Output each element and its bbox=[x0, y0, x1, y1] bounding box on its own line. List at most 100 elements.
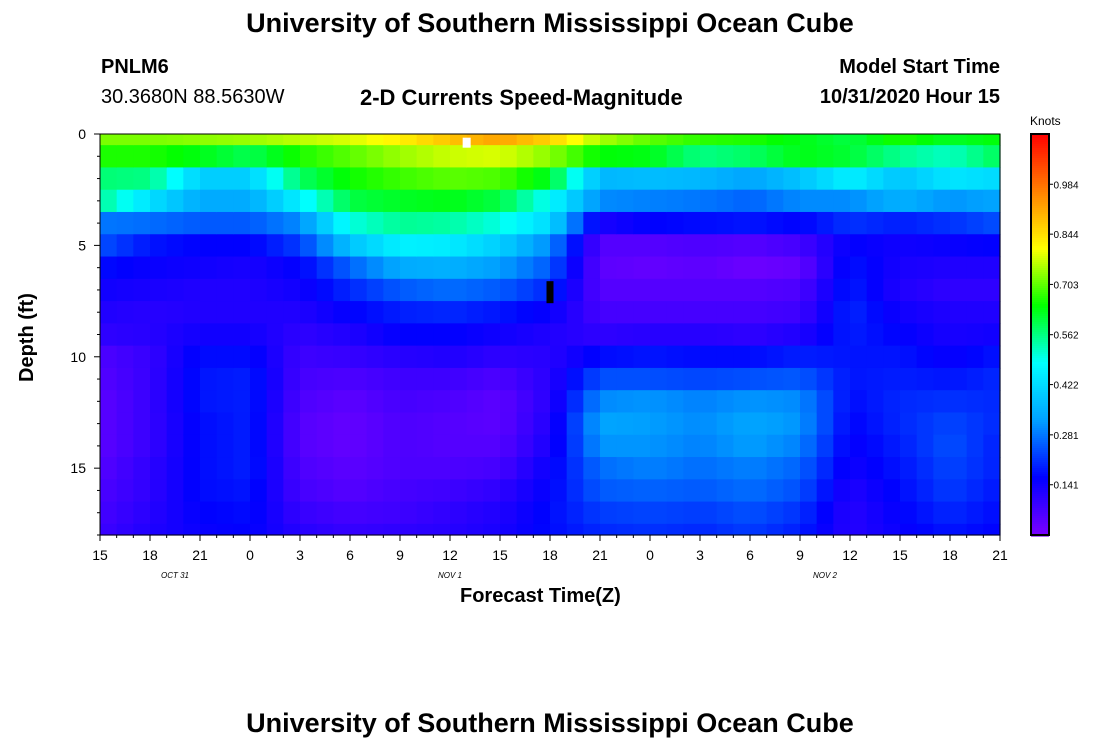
colorbar-segment bbox=[1031, 316, 1049, 319]
heatmap-cell bbox=[716, 256, 734, 280]
heatmap-cell bbox=[900, 145, 918, 169]
colorbar-segment bbox=[1031, 298, 1049, 301]
heatmap-cell bbox=[750, 457, 768, 480]
heatmap-cell bbox=[533, 412, 551, 436]
heatmap-cell bbox=[950, 345, 968, 369]
heatmap-cell bbox=[716, 457, 734, 480]
colorbar-segment bbox=[1031, 158, 1049, 161]
heatmap-cell bbox=[433, 523, 451, 536]
heatmap-cell bbox=[850, 301, 868, 324]
heatmap-cell bbox=[683, 457, 701, 480]
heatmap-cell bbox=[800, 523, 818, 536]
heatmap-cell bbox=[216, 301, 234, 324]
heatmap-cell bbox=[900, 457, 918, 480]
heatmap-cell bbox=[583, 367, 601, 391]
heatmap-cell bbox=[550, 367, 568, 391]
heatmap-cell bbox=[900, 256, 918, 280]
heatmap-cell bbox=[250, 390, 268, 414]
heatmap-cell bbox=[516, 523, 534, 536]
heatmap-cell bbox=[700, 134, 718, 146]
colorbar-segment bbox=[1031, 352, 1049, 355]
heatmap-cell bbox=[666, 134, 684, 146]
heatmap-cell bbox=[983, 367, 1001, 391]
heatmap-cell bbox=[150, 457, 168, 480]
heatmap-cell bbox=[700, 278, 718, 302]
heatmap-cell bbox=[333, 367, 351, 391]
colorbar-tick-label: 0.844 bbox=[1053, 230, 1078, 241]
colorbar-tick-label: 0.141 bbox=[1053, 481, 1078, 492]
heatmap-cell bbox=[916, 278, 934, 302]
heatmap-cell bbox=[666, 390, 684, 414]
heatmap-cell bbox=[883, 189, 901, 213]
heatmap-cell bbox=[583, 234, 601, 258]
heatmap-cell bbox=[700, 523, 718, 536]
heatmap-cell bbox=[500, 501, 518, 525]
heatmap-cell bbox=[883, 211, 901, 235]
heatmap-cell bbox=[166, 234, 184, 258]
colorbar-segment bbox=[1031, 156, 1049, 159]
colorbar-segment bbox=[1031, 196, 1049, 199]
x-tick-label: 0 bbox=[246, 547, 254, 563]
heatmap-cell bbox=[633, 256, 651, 280]
colorbar-segment bbox=[1031, 338, 1049, 341]
heatmap-cell bbox=[666, 211, 684, 235]
heatmap-cell bbox=[750, 145, 768, 169]
colorbar-segment bbox=[1031, 452, 1049, 455]
colorbar-segment bbox=[1031, 512, 1049, 515]
heatmap-cell bbox=[616, 189, 634, 213]
colorbar-segment bbox=[1031, 330, 1049, 333]
heatmap-cell bbox=[383, 501, 401, 525]
heatmap-cell bbox=[250, 501, 268, 525]
heatmap-cell bbox=[183, 479, 201, 503]
heatmap-cell bbox=[433, 278, 451, 302]
heatmap-cell bbox=[550, 256, 568, 280]
heatmap-cell bbox=[533, 457, 551, 480]
heatmap-cell bbox=[916, 390, 934, 414]
heatmap-cell bbox=[833, 457, 851, 480]
colorbar-segment bbox=[1031, 388, 1049, 391]
heatmap-cell bbox=[400, 256, 418, 280]
heatmap-cell bbox=[116, 234, 134, 258]
heatmap-cell bbox=[500, 390, 518, 414]
heatmap-cell bbox=[616, 457, 634, 480]
heatmap-cell bbox=[483, 367, 501, 391]
colorbar-segment bbox=[1031, 440, 1049, 443]
heatmap-cell bbox=[766, 345, 784, 369]
heatmap-cell bbox=[483, 301, 501, 324]
heatmap-cell bbox=[750, 189, 768, 213]
heatmap-cell bbox=[450, 479, 468, 503]
heatmap-cell bbox=[866, 479, 884, 503]
colorbar-segment bbox=[1031, 484, 1049, 487]
heatmap-cell bbox=[533, 501, 551, 525]
heatmap-cell bbox=[966, 256, 984, 280]
heatmap-cell bbox=[183, 390, 201, 414]
heatmap-cell bbox=[650, 501, 668, 525]
heatmap-cell bbox=[583, 278, 601, 302]
heatmap-cell bbox=[566, 345, 584, 369]
colorbar-segment bbox=[1031, 276, 1049, 279]
heatmap-cell bbox=[383, 167, 401, 191]
heatmap-cell bbox=[183, 211, 201, 235]
heatmap-cell bbox=[216, 501, 234, 525]
heatmap-cell bbox=[433, 412, 451, 436]
heatmap-cell bbox=[316, 145, 334, 169]
colorbar: 0.984 0.844 0.703 0.562 0.422 0.281 0.141 bbox=[1030, 133, 1079, 537]
colorbar-segment bbox=[1031, 320, 1049, 323]
heatmap-cell bbox=[683, 479, 701, 503]
heatmap-cell bbox=[966, 434, 984, 458]
heatmap-cell bbox=[666, 412, 684, 436]
heatmap-cell bbox=[550, 479, 568, 503]
heatmap-cell bbox=[500, 256, 518, 280]
heatmap-cell bbox=[516, 501, 534, 525]
heatmap-cell bbox=[616, 145, 634, 169]
heatmap-cell bbox=[650, 390, 668, 414]
heatmap-cell bbox=[983, 301, 1001, 324]
heatmap-cell bbox=[983, 323, 1001, 347]
heatmap-cell bbox=[300, 501, 318, 525]
footer-title: University of Southern Mississippi Ocean… bbox=[246, 708, 854, 738]
heatmap-cell bbox=[683, 256, 701, 280]
heatmap-cell bbox=[250, 301, 268, 324]
heatmap-cell bbox=[766, 256, 784, 280]
heatmap-cell bbox=[833, 323, 851, 347]
heatmap-cell bbox=[800, 501, 818, 525]
